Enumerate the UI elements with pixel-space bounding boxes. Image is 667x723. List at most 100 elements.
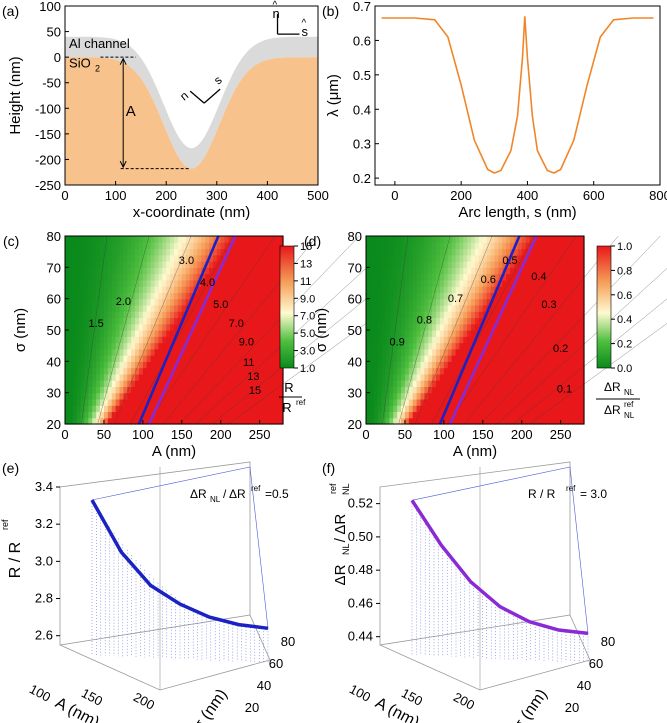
heatmap-cell	[521, 267, 527, 275]
heatmap-cell	[115, 286, 121, 293]
y-tick-label: 80	[348, 229, 362, 244]
legend-mid: / ΔR	[223, 487, 246, 501]
heatmap-cell	[436, 342, 441, 350]
heatmap-cell	[150, 330, 156, 337]
heatmap-cell	[467, 355, 472, 362]
heatmap-cell	[251, 392, 257, 400]
heatmap-cell	[510, 273, 515, 281]
heatmap-cell	[123, 261, 128, 268]
heatmap-cell	[162, 254, 167, 262]
heatmap-cell	[580, 392, 585, 400]
heatmap-cell	[447, 355, 453, 362]
heatmap-cell	[92, 261, 97, 268]
heatmap-cell	[525, 261, 531, 268]
heatmap-cell	[251, 355, 257, 362]
heatmap-cell	[255, 411, 261, 419]
heatmap-cell	[494, 279, 499, 287]
heatmap-cell	[177, 292, 183, 300]
heatmap-cell	[393, 392, 398, 400]
heatmap-cell	[432, 261, 437, 268]
y-tick-label: 0.2	[353, 171, 371, 186]
heatmap-cell	[88, 323, 93, 331]
contour-label: 2.0	[116, 296, 131, 308]
heatmap-cell	[92, 342, 97, 350]
heatmap-cell	[517, 348, 523, 356]
heatmap-cell	[244, 361, 249, 369]
heatmap-cell	[381, 392, 387, 400]
heatmap-cell	[138, 298, 144, 306]
heatmap-cell	[174, 342, 179, 350]
heatmap-cell	[197, 242, 202, 250]
heatmap-cell	[420, 330, 425, 337]
heatmap-cell	[127, 267, 132, 275]
heatmap-cell	[68, 317, 74, 325]
heatmap-cell	[247, 336, 253, 344]
heatmap-cell	[490, 279, 496, 287]
heatmap-cell	[189, 304, 195, 312]
heatmap-cell	[80, 380, 86, 387]
heatmap-cell	[209, 254, 214, 262]
heatmap-cell	[103, 411, 109, 419]
heatmap-cell	[404, 361, 410, 369]
heatmap-cell	[72, 273, 78, 281]
heatmap-cell	[142, 267, 148, 275]
heatmap-cell	[170, 311, 175, 319]
heatmap-cell	[127, 386, 132, 394]
heatmap-cell	[424, 254, 429, 262]
heatmap-cell	[377, 286, 383, 293]
heatmap-cell	[420, 380, 425, 387]
heatmap-cell	[568, 267, 573, 275]
heatmap-cell	[181, 398, 187, 406]
heatmap-cell	[185, 342, 191, 350]
heatmap-cell	[447, 292, 453, 300]
heatmap-cell	[166, 405, 171, 413]
heatmap-cell	[247, 236, 253, 243]
heatmap-cell	[115, 273, 121, 281]
heatmap-cell	[88, 367, 93, 375]
heatmap-cell	[107, 348, 113, 356]
heatmap-cell	[552, 323, 558, 331]
heatmap-cell	[420, 417, 425, 425]
heatmap-cell	[580, 236, 585, 243]
y-tick-label: -50	[42, 76, 61, 91]
heatmap-cell	[513, 405, 519, 413]
heatmap-cell	[189, 380, 195, 387]
heatmap-cell	[447, 330, 453, 337]
heatmap-cell	[127, 405, 132, 413]
heatmap-cell	[529, 367, 534, 375]
heatmap-cell	[197, 342, 202, 350]
heatmap-cell	[209, 304, 214, 312]
heatmap-cell	[443, 392, 449, 400]
contour-label: 0.9	[389, 337, 404, 349]
heatmap-cell	[482, 417, 488, 425]
heatmap-cell	[127, 323, 132, 331]
heatmap-cell	[174, 236, 179, 243]
heatmap-cell	[271, 254, 276, 262]
heatmap-cell	[100, 380, 105, 387]
heatmap-cell	[115, 398, 121, 406]
heatmap-cell	[443, 342, 449, 350]
heatmap-cell	[123, 236, 128, 243]
heatmap-cell	[451, 355, 457, 362]
heatmap-cell	[224, 392, 230, 400]
heatmap-cell	[240, 417, 245, 425]
heatmap-cell	[212, 361, 218, 369]
heatmap-cell	[529, 236, 534, 243]
heatmap-cell	[84, 286, 89, 293]
heatmap-cell	[259, 304, 265, 312]
heatmap-cell	[467, 298, 472, 306]
heatmap-cell	[103, 267, 109, 275]
heatmap-cell	[428, 336, 433, 344]
heatmap-cell	[88, 292, 93, 300]
heatmap-cell	[502, 367, 507, 375]
sio2-label: SiO	[69, 55, 91, 70]
heatmap-cell	[255, 261, 261, 268]
heatmap-cell	[560, 386, 566, 394]
heatmap-cell	[212, 417, 218, 425]
heatmap-cell	[72, 373, 78, 381]
heatmap-cell	[107, 292, 113, 300]
heatmap-cell	[576, 292, 581, 300]
heatmap-cell	[537, 254, 542, 262]
heatmap-cell	[521, 273, 527, 281]
heatmap-cell	[107, 311, 113, 319]
